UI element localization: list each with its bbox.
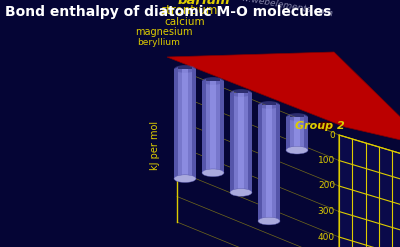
Text: strontium: strontium (160, 4, 218, 17)
Polygon shape (248, 91, 252, 192)
Text: calcium: calcium (164, 17, 205, 27)
Text: magnesium: magnesium (135, 27, 193, 37)
Ellipse shape (286, 146, 308, 154)
Polygon shape (339, 135, 400, 247)
Ellipse shape (202, 77, 224, 85)
Polygon shape (266, 105, 272, 221)
Text: kJ per mol: kJ per mol (150, 121, 160, 170)
Ellipse shape (258, 217, 280, 225)
Polygon shape (286, 115, 290, 150)
Ellipse shape (258, 101, 280, 109)
Text: 300: 300 (318, 207, 335, 216)
Text: 100: 100 (318, 156, 335, 165)
Polygon shape (174, 67, 178, 179)
Text: Group 2: Group 2 (295, 121, 345, 131)
Polygon shape (182, 69, 188, 179)
Polygon shape (238, 93, 244, 192)
Bar (258, 105, 280, 221)
Ellipse shape (174, 65, 196, 73)
Polygon shape (210, 81, 216, 173)
Text: beryllium: beryllium (137, 38, 180, 47)
Polygon shape (294, 117, 300, 150)
Ellipse shape (230, 89, 252, 97)
Text: www.webelements.com: www.webelements.com (226, 0, 334, 19)
Bar (230, 93, 252, 192)
Text: 0: 0 (329, 130, 335, 140)
Polygon shape (230, 91, 234, 192)
Polygon shape (258, 103, 262, 221)
Text: 400: 400 (318, 232, 335, 242)
Bar (202, 81, 224, 173)
Text: barium: barium (178, 0, 230, 7)
Polygon shape (304, 115, 308, 150)
Polygon shape (192, 67, 196, 179)
Polygon shape (276, 103, 280, 221)
Ellipse shape (230, 189, 252, 196)
Polygon shape (220, 79, 224, 173)
Polygon shape (167, 52, 400, 147)
Text: 200: 200 (318, 182, 335, 190)
Ellipse shape (174, 175, 196, 183)
Ellipse shape (202, 169, 224, 177)
Text: Bond enthalpy of diatomic M-O molecules: Bond enthalpy of diatomic M-O molecules (5, 5, 331, 19)
Ellipse shape (286, 113, 308, 121)
Bar (174, 69, 196, 179)
Bar (286, 117, 308, 150)
Polygon shape (202, 79, 206, 173)
Ellipse shape (317, 122, 333, 130)
